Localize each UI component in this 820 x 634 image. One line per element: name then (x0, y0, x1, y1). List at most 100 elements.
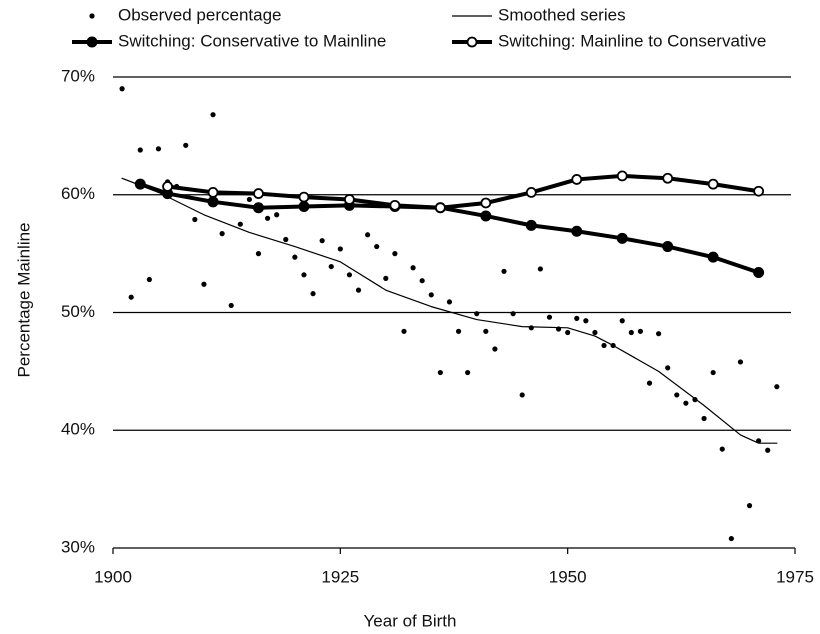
point (616, 170, 628, 182)
point (480, 197, 492, 209)
point (253, 188, 264, 199)
point (162, 181, 173, 192)
point (410, 265, 416, 271)
point (137, 147, 143, 153)
point (753, 266, 765, 278)
point (483, 328, 489, 334)
series-line (138, 182, 761, 275)
legend-marker (89, 13, 95, 19)
x-tick-label: 1975 (776, 567, 814, 586)
point (765, 447, 771, 453)
point (389, 199, 401, 211)
point (571, 174, 583, 185)
point (571, 225, 583, 237)
point (119, 86, 125, 92)
point (383, 275, 389, 281)
x-tick-label: 1925 (321, 567, 359, 586)
point (707, 251, 719, 263)
point (701, 415, 707, 422)
point (283, 236, 289, 243)
y-tick-label: 40% (61, 420, 95, 439)
x-axis-label: Year of Birth (364, 611, 457, 630)
y-axis-label: Percentage Mainline (14, 223, 33, 378)
point (252, 202, 264, 214)
legend-label: Smoothed series (498, 5, 626, 24)
point (519, 392, 525, 398)
point (337, 246, 343, 252)
point (146, 276, 152, 283)
point (737, 359, 744, 365)
point (601, 342, 607, 349)
point (437, 369, 443, 376)
point (134, 178, 146, 190)
point (637, 328, 644, 334)
point (510, 311, 516, 317)
point (401, 328, 407, 334)
point (674, 392, 680, 398)
point (192, 216, 198, 223)
x-tick-label: 1900 (94, 567, 132, 586)
point (264, 215, 271, 221)
point (207, 186, 219, 198)
point (480, 210, 492, 222)
point (616, 232, 628, 244)
point (365, 232, 371, 238)
point (619, 318, 625, 324)
point (774, 384, 780, 390)
point (465, 369, 471, 376)
point (344, 194, 355, 205)
point (662, 172, 674, 184)
point (565, 329, 571, 336)
point (434, 202, 446, 214)
point (455, 328, 462, 334)
legend-marker (86, 36, 98, 48)
legend-label: Switching: Conservative to Mainline (118, 31, 386, 50)
point (574, 315, 580, 321)
y-tick-label: 50% (61, 302, 95, 321)
point (525, 186, 537, 198)
point (474, 311, 480, 317)
point (228, 302, 234, 309)
point (201, 281, 207, 287)
legend-marker (466, 36, 478, 48)
point (374, 243, 380, 250)
point (592, 329, 598, 336)
point (207, 196, 219, 208)
point (328, 263, 334, 270)
y-tick-label: 70% (61, 66, 95, 85)
series-line (165, 173, 761, 210)
point (310, 291, 316, 297)
legend-label: Switching: Mainline to Conservative (498, 31, 766, 50)
point (656, 331, 662, 337)
legend-label: Observed percentage (118, 5, 282, 24)
point (728, 535, 734, 542)
y-tick-label: 60% (61, 184, 95, 203)
point (298, 191, 310, 203)
point (746, 503, 753, 509)
point (392, 251, 398, 257)
point (501, 268, 507, 274)
point (537, 266, 543, 272)
point (546, 314, 553, 320)
point (301, 272, 307, 278)
point (528, 325, 534, 331)
point (246, 196, 252, 203)
point (292, 254, 298, 260)
point (628, 329, 634, 336)
point (319, 238, 325, 244)
point (219, 231, 225, 237)
point (128, 294, 134, 300)
point (683, 400, 689, 406)
point (662, 241, 674, 253)
point (525, 219, 537, 231)
point (665, 365, 671, 371)
point (428, 292, 434, 298)
y-tick-label: 30% (61, 537, 95, 556)
point (583, 318, 589, 324)
point (237, 221, 243, 227)
point (346, 272, 353, 278)
point (710, 369, 716, 376)
point (419, 278, 425, 284)
